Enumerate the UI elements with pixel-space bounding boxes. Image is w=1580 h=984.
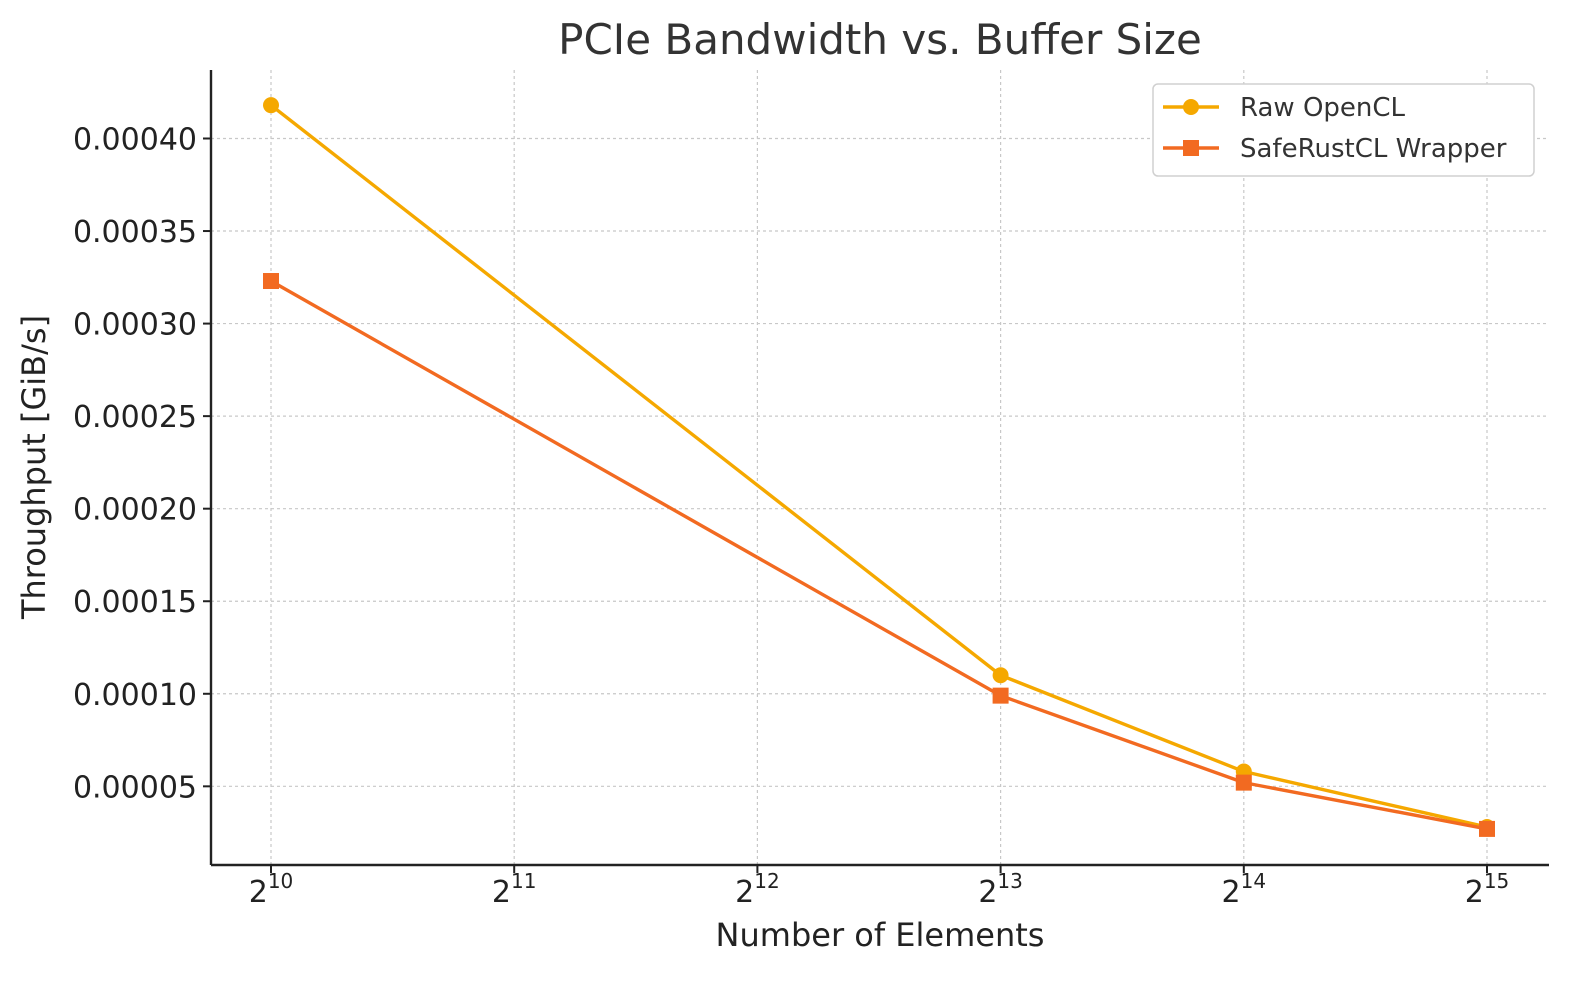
y-tick-label: 0.00040 [73, 122, 197, 157]
series [263, 97, 1495, 837]
y-tick-label: 0.00030 [73, 308, 197, 343]
legend: Raw OpenCL SafeRustCL Wrapper [1152, 83, 1535, 177]
x-tick-base: 2 [249, 875, 268, 910]
legend-label: SafeRustCL Wrapper [1240, 134, 1507, 164]
x-tick-exponent: 12 [754, 869, 779, 893]
legend-frame [1152, 83, 1535, 177]
y-axis-label: Throughput [GiB/s] [15, 315, 53, 620]
x-ticks: 210 211 212 213 214 215 [249, 865, 1510, 910]
x-axis-label: Number of Elements [716, 916, 1045, 954]
x-tick-base: 2 [978, 875, 997, 910]
x-tick-exponent: 10 [268, 869, 293, 893]
data-point-square [1479, 820, 1495, 837]
x-tick-exponent: 14 [1241, 869, 1266, 893]
axes [209, 70, 1549, 867]
legend-swatch-circle [1183, 99, 1199, 115]
y-tick-label: 0.00010 [73, 678, 197, 713]
y-tick-label: 0.00025 [73, 400, 197, 435]
x-tick-base: 2 [492, 875, 511, 910]
x-tick-exponent: 13 [997, 869, 1022, 893]
data-point-square [263, 273, 279, 290]
x-tick-base: 2 [1222, 875, 1241, 910]
x-tick-label: 215 [1465, 869, 1510, 910]
legend-swatch-square [1183, 140, 1199, 156]
data-point-circle [263, 97, 279, 114]
x-tick-exponent: 11 [511, 869, 536, 893]
y-tick-label: 0.00035 [73, 215, 197, 250]
x-tick-label: 213 [978, 869, 1023, 910]
x-tick-label: 214 [1222, 869, 1267, 910]
series-line-1 [269, 103, 1488, 829]
data-point-circle [992, 667, 1009, 684]
grid [211, 70, 1549, 865]
x-tick-base: 2 [735, 875, 754, 910]
x-tick-exponent: 15 [1484, 869, 1509, 893]
x-tick-label: 212 [735, 869, 780, 910]
y-tick-label: 0.00020 [73, 493, 197, 528]
x-tick-label: 211 [492, 869, 537, 910]
data-point-square [992, 687, 1009, 704]
legend-label: Raw OpenCL [1240, 93, 1406, 123]
y-tick-label: 0.00005 [73, 770, 197, 805]
x-tick-base: 2 [1465, 875, 1484, 910]
y-tick-label: 0.00015 [73, 585, 197, 620]
y-ticks: 0.00005 0.00010 0.00015 0.00020 0.00025 0.000… [73, 122, 211, 805]
chart-title: PCIe Bandwidth vs. Buffer Size [558, 15, 1202, 64]
x-tick-label: 210 [249, 869, 294, 910]
data-point-square [1235, 774, 1252, 791]
series-line-2 [270, 279, 1488, 831]
